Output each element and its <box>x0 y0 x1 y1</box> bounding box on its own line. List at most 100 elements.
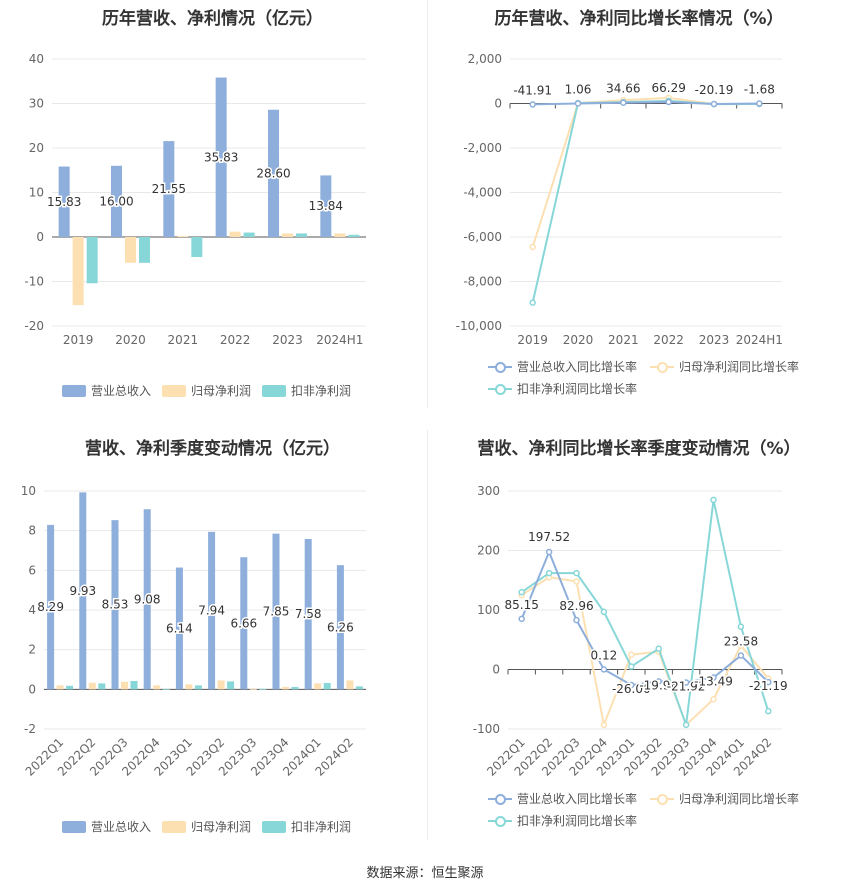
legend-item[interactable]: 营业总收入 <box>62 382 151 399</box>
quarterly-growth-chart: -10001002003002022Q12022Q22022Q32022Q420… <box>473 484 789 779</box>
data-source: 数据来源：恒生聚源 <box>366 866 484 881</box>
x-tick-label: 2020 <box>115 333 146 347</box>
y-tick-label: 2 <box>28 643 36 657</box>
legend-item[interactable]: 营业总收入 <box>62 818 151 835</box>
bar-deducted-profit <box>86 237 98 284</box>
y-tick-label: 300 <box>477 484 500 498</box>
data-label: 6.66 <box>230 616 257 630</box>
data-label: 66.29 <box>651 81 685 95</box>
chart-legend: 营业总收入 归母净利润 扣非净利润 <box>0 378 425 398</box>
y-tick-label: 10 <box>21 484 36 498</box>
bar-net-profit <box>282 233 293 237</box>
legend-swatch <box>162 820 186 833</box>
y-tick-label: 8 <box>28 524 36 538</box>
y-tick-label: 30 <box>29 97 44 111</box>
legend-label: 归母净利润同比增长率 <box>679 792 800 806</box>
bar-deducted-profit <box>139 237 150 263</box>
y-tick-label: 0 <box>494 97 502 111</box>
legend-item[interactable]: 归母净利润同比增长率 <box>650 358 799 375</box>
point <box>737 642 745 649</box>
bar-net-profit <box>88 682 96 690</box>
legend-item[interactable]: 扣非净利润同比增长率 <box>488 812 637 829</box>
point <box>628 651 635 658</box>
chart-legend: 营业总收入同比增长率 归母净利润同比增长率扣非净利润同比增长率 <box>428 790 850 834</box>
bar-revenue <box>79 492 87 690</box>
y-tick-label: 100 <box>477 603 500 617</box>
legend-item[interactable]: 归母净利润 <box>162 382 251 399</box>
legend-marker <box>495 361 506 373</box>
x-tick-label: 2024H1 <box>316 333 363 347</box>
bar-deducted-profit <box>227 681 235 690</box>
bar-net-profit <box>334 233 346 237</box>
data-label: -21.92 <box>667 680 706 694</box>
quarterly-amounts-chart: -202468102022Q12022Q22022Q32022Q42023Q12… <box>21 484 366 779</box>
legend-item[interactable]: 营业总收入同比增长率 <box>488 358 637 375</box>
legend-item[interactable]: 扣非净利润 <box>262 818 351 835</box>
legend-item[interactable]: 归母净利润同比增长率 <box>650 790 799 807</box>
annual-amounts-chart: -20 -10 0 10 20 30 40 2019 2020 2021 2022 2023 2024H… <box>24 52 366 347</box>
legend-swatch <box>62 820 86 833</box>
legend-label: 扣非净利润同比增长率 <box>517 814 638 828</box>
y-tick-label: -20 <box>24 319 44 333</box>
point <box>710 696 717 703</box>
data-label: 7.94 <box>198 604 225 618</box>
point <box>518 615 525 623</box>
legend-swatch <box>262 820 286 833</box>
bar-revenue <box>47 524 55 690</box>
legend-marker <box>495 793 506 805</box>
chart-title: 营收、净利同比增长率季度变动情况（%） <box>477 439 801 459</box>
chart-title: 营收、净利季度变动情况（亿元） <box>85 439 340 459</box>
bar-deducted-profit <box>243 232 255 237</box>
legend-item[interactable]: 扣非净利润同比增长率 <box>488 380 637 397</box>
y-tick-label: 6 <box>28 563 36 577</box>
panel-divider-bottom <box>427 430 428 840</box>
bar-net-profit <box>121 681 128 690</box>
bar-revenue <box>215 77 227 237</box>
point <box>682 679 690 686</box>
bar-net-profit <box>217 680 225 690</box>
bar-revenue <box>268 109 279 237</box>
line-net-profit-growth <box>531 96 760 248</box>
data-label: 21.55 <box>152 182 186 196</box>
y-tick-label: 40 <box>29 52 44 66</box>
quarterly-growth-panel: 营收、净利同比增长率季度变动情况（%） -100 0 100 200 300 2022Q1… <box>428 430 850 840</box>
bar-net-profit <box>56 685 64 690</box>
bar-revenue <box>208 531 216 690</box>
x-tick-label: 2023 <box>272 333 303 347</box>
bar-deducted-profit <box>323 682 331 690</box>
point <box>710 100 718 108</box>
point <box>529 243 536 251</box>
panel-divider-top <box>427 0 428 408</box>
bar-deducted-profit <box>348 234 360 237</box>
chart-legend: 营业总收入同比增长率 归母净利润同比增长率 扣非净利润同比增长率 <box>428 358 850 402</box>
legend-label: 归母净利润 <box>191 384 252 398</box>
legend-item[interactable]: 归母净利润 <box>162 818 251 835</box>
bar-net-profit <box>314 683 322 690</box>
legend-swatch <box>488 814 512 827</box>
legend-swatch <box>650 360 674 373</box>
legend-label: 扣非净利润同比增长率 <box>517 382 638 396</box>
y-tick-label: 0 <box>28 682 36 696</box>
data-label: 9.93 <box>69 584 96 598</box>
bar-net-profit <box>125 237 136 263</box>
bar-revenue <box>111 165 122 237</box>
bar-net-profit <box>153 685 161 690</box>
point <box>737 652 745 659</box>
data-label: 8.29 <box>37 600 64 614</box>
bar-deducted-profit <box>194 685 202 690</box>
point <box>628 681 635 689</box>
data-label: -1.68 <box>744 83 775 97</box>
legend-item[interactable]: 扣非净利润 <box>262 382 351 399</box>
bar-deducted-profit <box>355 686 363 690</box>
bar-revenue <box>143 509 151 690</box>
data-label: -26.00 <box>612 682 651 696</box>
bar-deducted-profit <box>296 233 307 237</box>
x-tick-label: 2021 <box>168 333 199 347</box>
legend-swatch <box>62 384 86 397</box>
point <box>545 548 553 556</box>
line-revenue-growth <box>520 549 769 687</box>
bar-net-profit <box>346 680 354 690</box>
x-tick-label: 2023 <box>699 333 730 347</box>
point <box>765 678 772 686</box>
legend-item[interactable]: 营业总收入同比增长率 <box>488 790 637 807</box>
